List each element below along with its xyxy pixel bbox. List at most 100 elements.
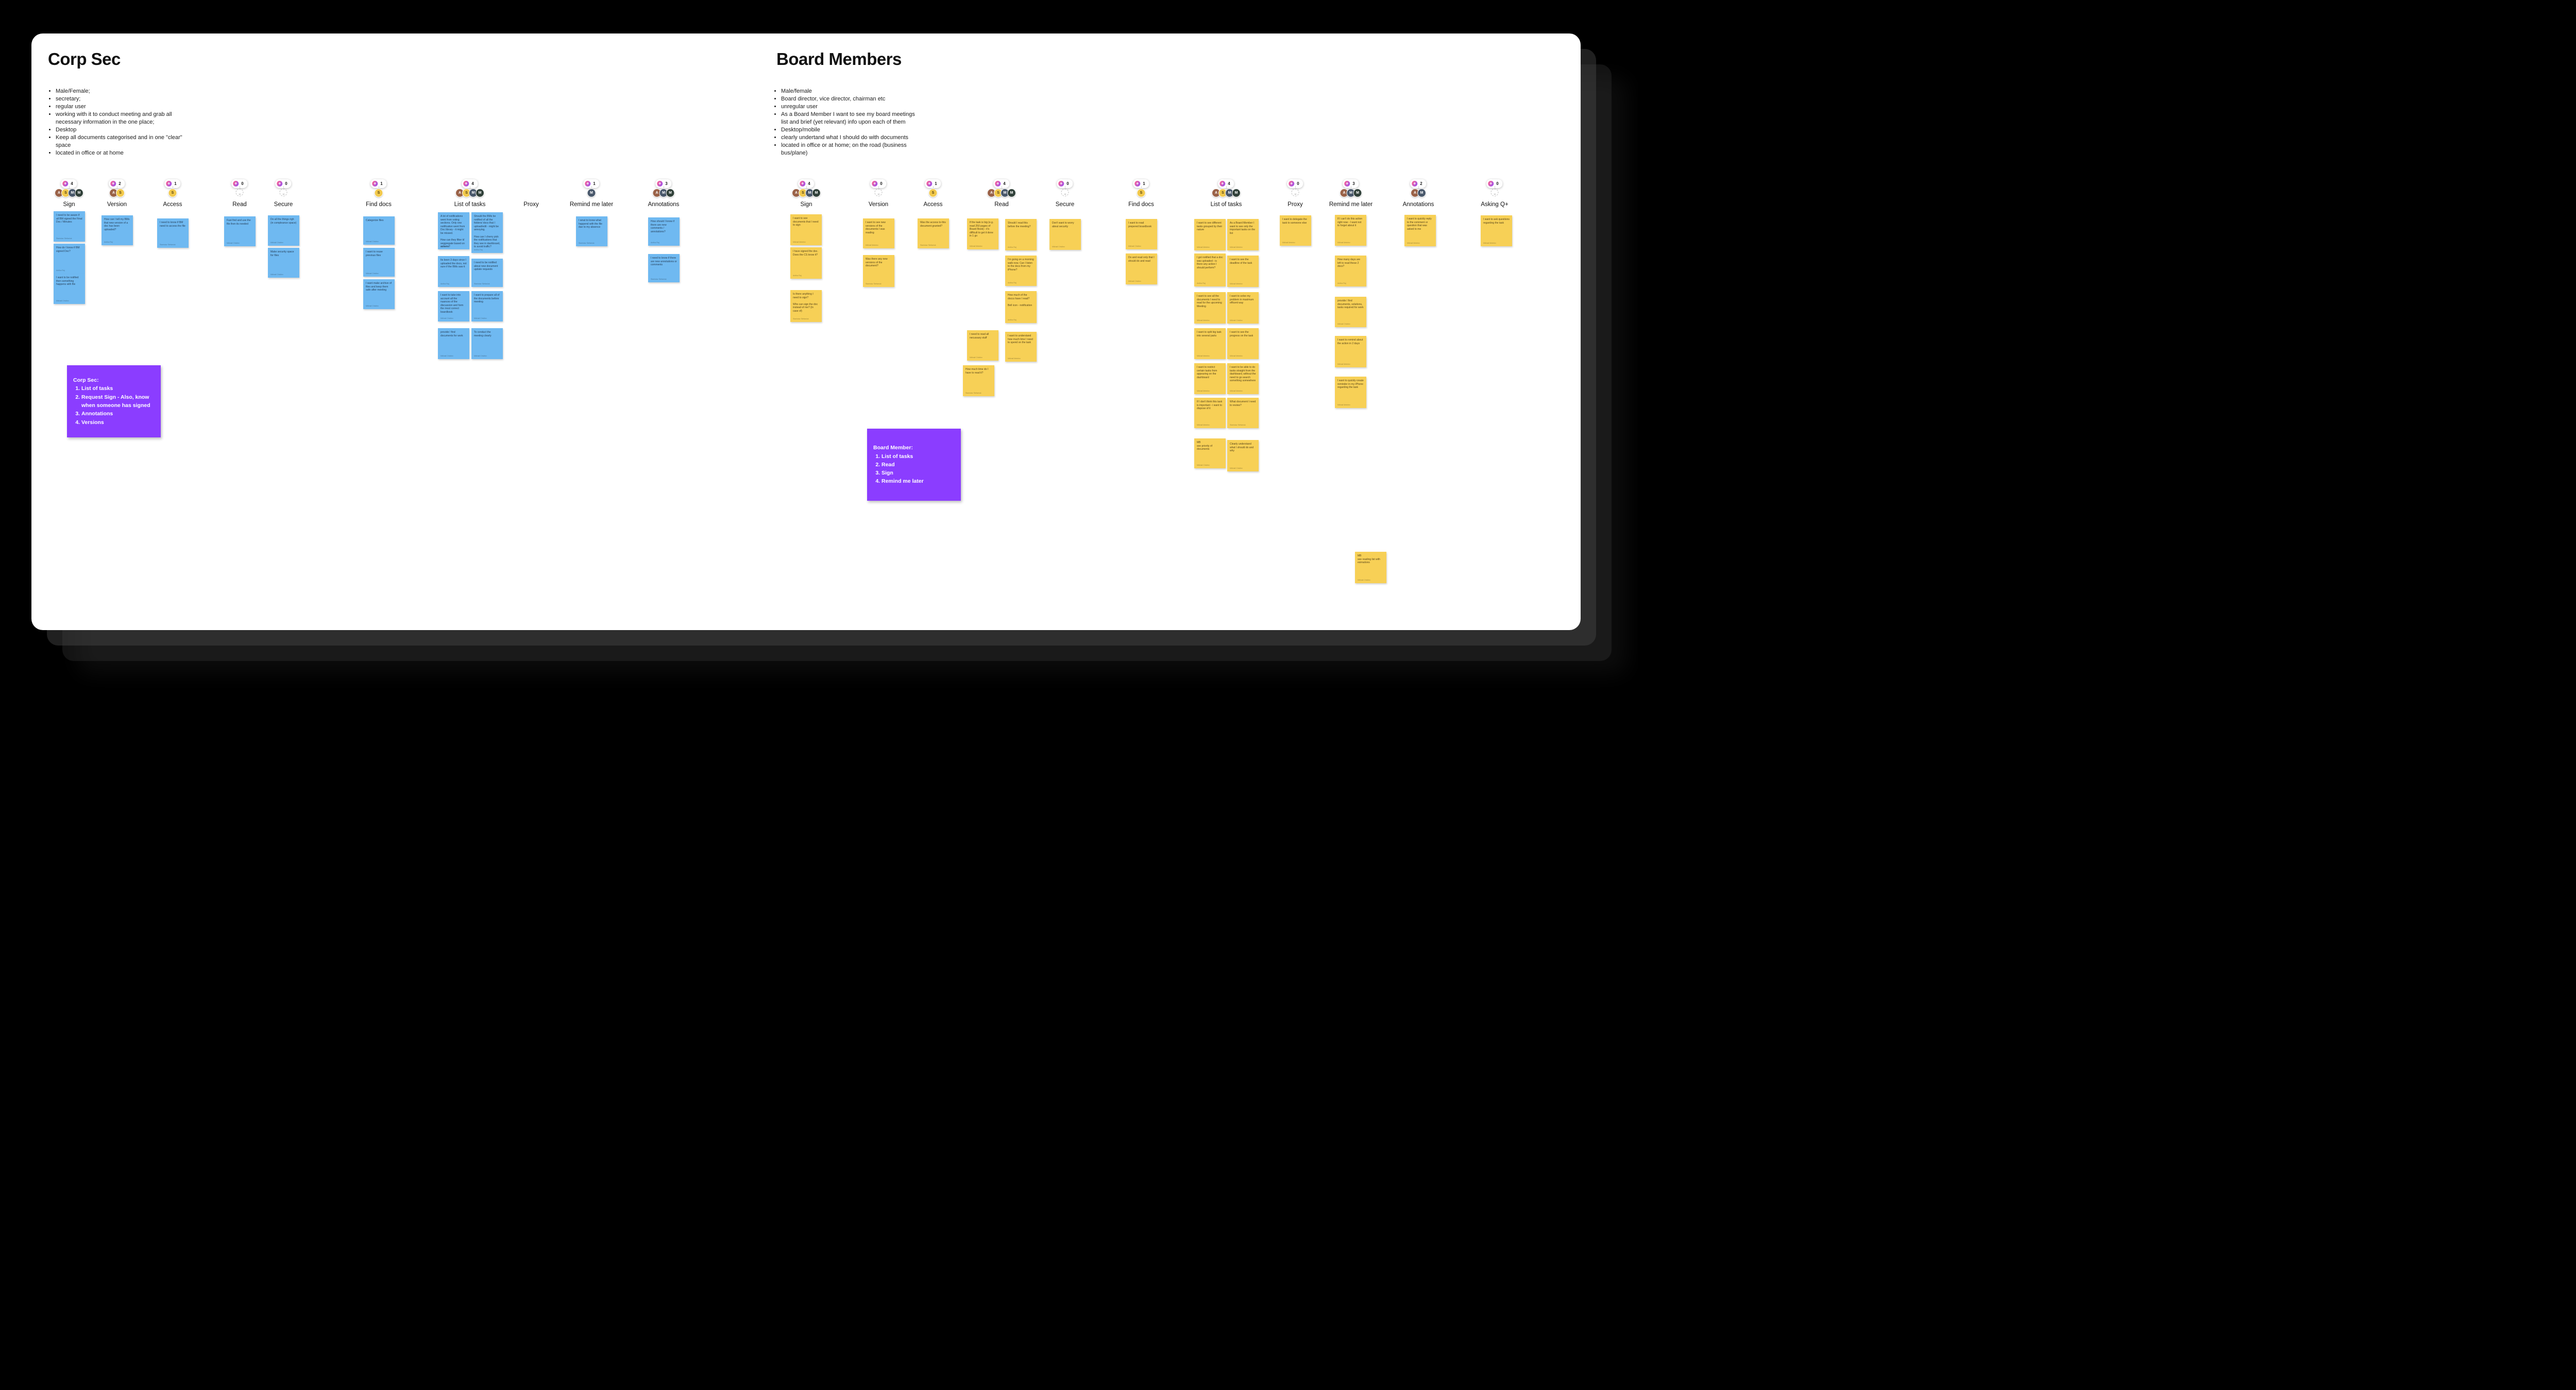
- sticky-note[interactable]: I want to see the deadline of the task Mi…: [1227, 256, 1259, 287]
- vote-pill[interactable]: 0: [1486, 179, 1503, 188]
- sticky-note[interactable]: I want to ask questions regarding the ta…: [1481, 215, 1512, 246]
- column-label[interactable]: Version: [868, 201, 889, 208]
- column-label[interactable]: Find docs: [1128, 201, 1154, 208]
- column-label[interactable]: List of tasks: [454, 201, 486, 208]
- sticky-note[interactable]: provide / find documents for work Mikhail…: [438, 328, 469, 359]
- sticky-note[interactable]: I want to reuse previous files Mikhail Ch…: [363, 248, 395, 277]
- vote-pill[interactable]: 0: [870, 179, 887, 188]
- sticky-note[interactable]: I want to see all the documents I need t…: [1194, 292, 1226, 324]
- summary-note[interactable]: Board Member:List of tasksReadSignRemind…: [867, 429, 961, 501]
- column-label[interactable]: Asking Q+: [1481, 201, 1509, 208]
- sticky-note[interactable]: I want to be able to do tasks straight f…: [1227, 363, 1259, 394]
- avatar[interactable]: M: [587, 189, 596, 197]
- avatar[interactable]: S: [1137, 189, 1146, 197]
- vote-pill[interactable]: 0: [1287, 179, 1303, 188]
- column-label[interactable]: Sign: [800, 201, 812, 208]
- vote-pill[interactable]: 1: [1133, 179, 1149, 188]
- sticky-note[interactable]: Categorize files Mikhail Chivliev: [363, 216, 395, 245]
- sticky-note[interactable]: I want to see documents that I need to s…: [790, 214, 822, 245]
- column-label[interactable]: Read: [994, 201, 1009, 208]
- sticky-note[interactable]: I want to take into account all the nuan…: [438, 291, 469, 321]
- sticky-note[interactable]: I want to remind about the action in 2 d…: [1335, 336, 1366, 367]
- vote-pill[interactable]: 4: [798, 179, 815, 188]
- sticky-note[interactable]: Do and read only that I should do and re…: [1126, 253, 1157, 284]
- sticky-note[interactable]: I got notified that a doc was uploaded -…: [1194, 253, 1226, 286]
- sticky-note[interactable]: I need to be aware if all BM signed the …: [54, 211, 85, 242]
- vote-pill[interactable]: 3: [655, 179, 672, 188]
- sticky-note[interactable]: I want to restrict certain tasks from ap…: [1194, 363, 1226, 394]
- sticky-note[interactable]: I want to see new versions of the docume…: [863, 218, 894, 248]
- avatar[interactable]: M: [659, 189, 668, 197]
- avatar[interactable]: S: [116, 189, 125, 197]
- sticky-note[interactable]: Was the access to this document granted?…: [918, 218, 949, 248]
- column-label[interactable]: Remind me later: [1329, 201, 1373, 208]
- sticky-note[interactable]: I wnat to know what happend with the fil…: [576, 216, 607, 246]
- sticky-note[interactable]: Should the BMs be notified of all the fo…: [471, 212, 503, 253]
- sticky-note[interactable]: If I don't think this task is important …: [1194, 398, 1226, 428]
- vote-pill[interactable]: 4: [462, 179, 478, 188]
- sticky-note[interactable]: I have signed the doc. Does the CS know …: [790, 247, 822, 279]
- sticky-note[interactable]: I want to solve my problem in maximum ef…: [1227, 292, 1259, 324]
- avatar[interactable]: M: [1417, 189, 1426, 197]
- sticky-note[interactable]: What document I need to review? Stanislav…: [1227, 398, 1259, 428]
- sticky-note[interactable]: How many days are left to read these 2 d…: [1335, 256, 1366, 286]
- avatar[interactable]: M: [476, 189, 484, 197]
- sticky-note[interactable]: Make security space for files Mikhail Chi…: [268, 248, 299, 278]
- avatar[interactable]: S: [168, 189, 177, 197]
- sticky-note[interactable]: Clearly understand what I should do and …: [1227, 440, 1259, 471]
- sticky-note[interactable]: I want to prepare all of the documents b…: [471, 291, 503, 321]
- vote-pill[interactable]: 1: [583, 179, 600, 188]
- sticky-note[interactable]: Is there anything I need to sign? Who ca…: [790, 290, 822, 322]
- persona-bullets[interactable]: Male/Female;secretary;regular userworkin…: [49, 88, 185, 157]
- avatar[interactable]: M: [75, 189, 83, 197]
- avatar[interactable]: S: [928, 189, 938, 197]
- sticky-note[interactable]: I want to delegate the task to someone e…: [1280, 215, 1311, 246]
- column-label[interactable]: Version: [107, 201, 127, 208]
- persona-bullets[interactable]: Male/femaleBoard director, vice director…: [774, 88, 916, 157]
- column-label[interactable]: Proxy: [1287, 201, 1303, 208]
- sticky-note[interactable]: I need to be notified about new document…: [471, 259, 503, 287]
- avatar[interactable]: M: [1353, 189, 1362, 197]
- sticky-note[interactable]: To conduct the meeting clearly Mikhail Ch…: [471, 328, 503, 359]
- summary-note[interactable]: Corp Sec:List of tasksRequest Sign - Als…: [67, 365, 161, 437]
- avatar[interactable]: M: [812, 189, 821, 197]
- sticky-note[interactable]: I need to read all necussary stuff Mikhai…: [967, 330, 998, 361]
- vote-pill[interactable]: 4: [993, 179, 1010, 188]
- sticky-note[interactable]: MB see reading list with esimations Mikha…: [1355, 552, 1386, 583]
- section-title[interactable]: Corp Sec: [48, 49, 121, 69]
- vote-pill[interactable]: 0: [1057, 179, 1073, 188]
- sticky-note[interactable]: Do all the things righ (in compleance sp…: [268, 215, 299, 246]
- sticky-note[interactable]: I need to know if there are new annotati…: [648, 254, 680, 282]
- vote-pill[interactable]: 1: [925, 179, 941, 188]
- column-label[interactable]: Read: [232, 201, 247, 208]
- vote-pill[interactable]: 1: [370, 179, 387, 188]
- column-label[interactable]: Proxy: [523, 201, 539, 208]
- vote-pill[interactable]: 0: [275, 179, 292, 188]
- vote-pill[interactable]: 1: [164, 179, 181, 188]
- column-label[interactable]: Secure: [1055, 201, 1075, 208]
- sticky-note[interactable]: I want to split big task into several pa…: [1194, 328, 1226, 359]
- sticky-note[interactable]: I'm going on a morning walk now. Can I l…: [1005, 256, 1037, 286]
- column-label[interactable]: Sign: [63, 201, 75, 208]
- sticky-note[interactable]: A lot of notifications went from voting …: [438, 212, 469, 249]
- vote-pill[interactable]: 4: [61, 179, 77, 188]
- vote-pill[interactable]: 2: [1410, 179, 1427, 188]
- avatar[interactable]: M: [1007, 189, 1016, 197]
- sticky-note[interactable]: How much of the doccs have I read? Bell …: [1005, 291, 1037, 323]
- avatar[interactable]: M: [666, 189, 675, 197]
- sticky-note[interactable]: I want make archive of files and keep th…: [363, 279, 395, 309]
- sticky-note[interactable]: How much time do I have to read it? Stani…: [963, 365, 994, 396]
- column-label[interactable]: List of tasks: [1210, 201, 1242, 208]
- column-label[interactable]: Secure: [274, 201, 293, 208]
- sticky-note[interactable]: I want to read prepered boardbook Mikhail…: [1126, 219, 1157, 249]
- avatar[interactable]: S: [374, 189, 383, 197]
- vote-pill[interactable]: 3: [1343, 179, 1359, 188]
- column-label[interactable]: Remind me later: [569, 201, 614, 208]
- sticky-note[interactable]: I want to be notified then something hap…: [54, 274, 85, 304]
- sticky-note[interactable]: provide / find documents, solutions, tas…: [1335, 297, 1366, 327]
- sticky-note[interactable]: I need to know if BM need to access the …: [157, 218, 189, 248]
- sticky-note[interactable]: MB see priority of documents Mikhail Chiv…: [1194, 438, 1226, 468]
- sticky-note[interactable]: If I can't do this action right now - I …: [1335, 215, 1366, 246]
- sticky-note[interactable]: How can I tell my BMs that new version o…: [101, 215, 133, 245]
- vote-pill[interactable]: 4: [1218, 179, 1234, 188]
